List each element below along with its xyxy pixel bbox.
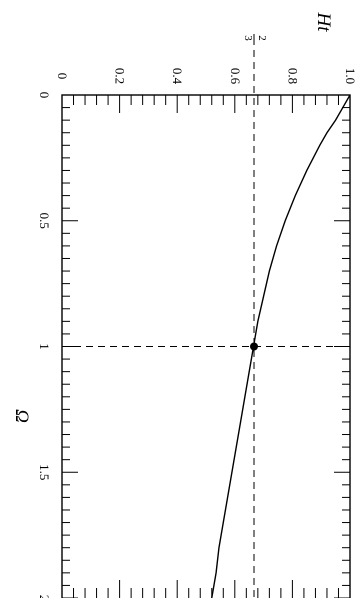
highlight-point: [250, 342, 259, 351]
y-tick-label: 0.2: [113, 68, 128, 84]
plot-frame: [61, 94, 351, 598]
x-tick-label: 1.5: [37, 464, 52, 480]
y-tick-label: 0: [55, 73, 70, 80]
x-tick-label: 0.5: [37, 213, 52, 229]
y-tick-label: 1.0: [343, 68, 358, 84]
x-tick-label: 2: [37, 595, 52, 598]
y-tick-label: 0.8: [285, 68, 300, 84]
x-tick-label: 1: [37, 343, 52, 350]
fraction-denominator: 3: [242, 35, 254, 41]
fraction-numerator: 2: [256, 35, 268, 41]
data-curve: [211, 94, 351, 598]
y-tick-label: 0.4: [170, 68, 185, 85]
x-tick-label: 0: [37, 92, 52, 99]
y-axis-title: Ht: [313, 12, 334, 33]
x-axis-title: Ω: [11, 409, 32, 423]
y-tick-label: 0.6: [228, 68, 243, 85]
